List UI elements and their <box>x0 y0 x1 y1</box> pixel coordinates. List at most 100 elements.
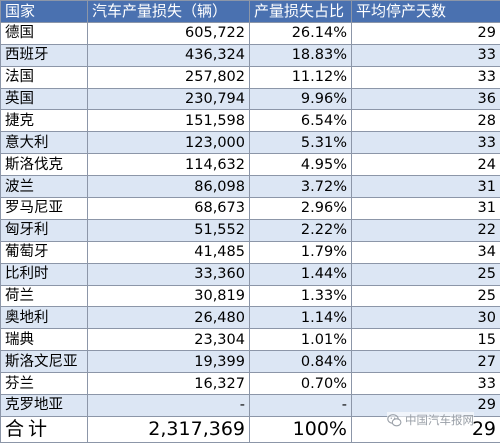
country-cell: 意大利 <box>1 132 88 154</box>
loss-share-cell: - <box>250 395 352 417</box>
avg-shutdown-days-cell: 34 <box>352 241 500 263</box>
loss-share-cell: 3.72% <box>250 176 352 198</box>
country-cell: 捷克 <box>1 110 88 132</box>
header-country: 国家 <box>1 1 88 23</box>
production-loss-cell: 16,327 <box>88 373 250 395</box>
loss-share-cell: 2.22% <box>250 219 352 241</box>
avg-shutdown-days-cell: 33 <box>352 66 500 88</box>
production-loss-cell: 257,802 <box>88 66 250 88</box>
avg-shutdown-days-cell: 31 <box>352 176 500 198</box>
header-avg-shutdown-days: 平均停产天数 <box>352 1 500 23</box>
country-cell: 斯洛伐克 <box>1 154 88 176</box>
loss-share-cell: 9.96% <box>250 88 352 110</box>
country-cell: 罗马尼亚 <box>1 198 88 220</box>
loss-share-cell: 5.31% <box>250 132 352 154</box>
avg-shutdown-days-cell: 30 <box>352 307 500 329</box>
country-cell: 斯洛文尼亚 <box>1 351 88 373</box>
avg-shutdown-days-cell: 15 <box>352 329 500 351</box>
country-cell: 英国 <box>1 88 88 110</box>
avg-shutdown-days-cell: 33 <box>352 132 500 154</box>
loss-share-cell: 18.83% <box>250 44 352 66</box>
country-cell: 西班牙 <box>1 44 88 66</box>
watermark-text: 中国汽车报网 <box>405 412 474 428</box>
country-cell: 瑞典 <box>1 329 88 351</box>
loss-share-cell: 0.84% <box>250 351 352 373</box>
production-loss-cell: 86,098 <box>88 176 250 198</box>
total-label: 合计 <box>1 416 88 442</box>
country-cell: 奥地利 <box>1 307 88 329</box>
loss-share-cell: 0.70% <box>250 373 352 395</box>
country-cell: 法国 <box>1 66 88 88</box>
loss-share-cell: 1.14% <box>250 307 352 329</box>
avg-shutdown-days-cell: 31 <box>352 198 500 220</box>
loss-share-cell: 2.96% <box>250 198 352 220</box>
header-row: 国家 汽车产量损失（辆） 产量损失占比 平均停产天数 <box>1 1 500 23</box>
country-cell: 荷兰 <box>1 285 88 307</box>
header-loss-share: 产量损失占比 <box>250 1 352 23</box>
production-loss-cell: 114,632 <box>88 154 250 176</box>
avg-shutdown-days-cell: 25 <box>352 263 500 285</box>
loss-share-cell: 1.79% <box>250 241 352 263</box>
production-loss-cell: 123,000 <box>88 132 250 154</box>
header-production-loss: 汽车产量损失（辆） <box>88 1 250 23</box>
avg-shutdown-days-cell: 24 <box>352 154 500 176</box>
country-cell: 德国 <box>1 22 88 44</box>
wechat-icon <box>387 413 402 428</box>
country-cell: 葡萄牙 <box>1 241 88 263</box>
avg-shutdown-days-cell: 33 <box>352 373 500 395</box>
production-loss-cell: 23,304 <box>88 329 250 351</box>
loss-share-cell: 1.33% <box>250 285 352 307</box>
avg-shutdown-days-cell: 25 <box>352 285 500 307</box>
loss-share-cell: 26.14% <box>250 22 352 44</box>
country-cell: 波兰 <box>1 176 88 198</box>
production-loss-cell: 26,480 <box>88 307 250 329</box>
avg-shutdown-days-cell: 33 <box>352 44 500 66</box>
production-loss-cell: 68,673 <box>88 198 250 220</box>
production-loss-cell: 151,598 <box>88 110 250 132</box>
production-loss-cell: 51,552 <box>88 219 250 241</box>
watermark: 中国汽车报网 <box>387 412 474 428</box>
total-share: 100% <box>250 416 352 442</box>
production-loss-cell: 33,360 <box>88 263 250 285</box>
production-loss-cell: - <box>88 395 250 417</box>
total-loss: 2,317,369 <box>88 416 250 442</box>
country-cell: 匈牙利 <box>1 219 88 241</box>
production-loss-cell: 19,399 <box>88 351 250 373</box>
production-loss-cell: 41,485 <box>88 241 250 263</box>
country-cell: 比利时 <box>1 263 88 285</box>
production-loss-cell: 605,722 <box>88 22 250 44</box>
country-cell: 芬兰 <box>1 373 88 395</box>
avg-shutdown-days-cell: 29 <box>352 22 500 44</box>
production-loss-cell: 30,819 <box>88 285 250 307</box>
loss-share-cell: 1.44% <box>250 263 352 285</box>
avg-shutdown-days-cell: 22 <box>352 219 500 241</box>
loss-share-cell: 1.01% <box>250 329 352 351</box>
avg-shutdown-days-cell: 36 <box>352 88 500 110</box>
production-loss-cell: 230,794 <box>88 88 250 110</box>
loss-share-cell: 11.12% <box>250 66 352 88</box>
avg-shutdown-days-cell: 28 <box>352 110 500 132</box>
loss-share-cell: 4.95% <box>250 154 352 176</box>
production-loss-cell: 436,324 <box>88 44 250 66</box>
loss-share-cell: 6.54% <box>250 110 352 132</box>
country-cell: 克罗地亚 <box>1 395 88 417</box>
avg-shutdown-days-cell: 27 <box>352 351 500 373</box>
